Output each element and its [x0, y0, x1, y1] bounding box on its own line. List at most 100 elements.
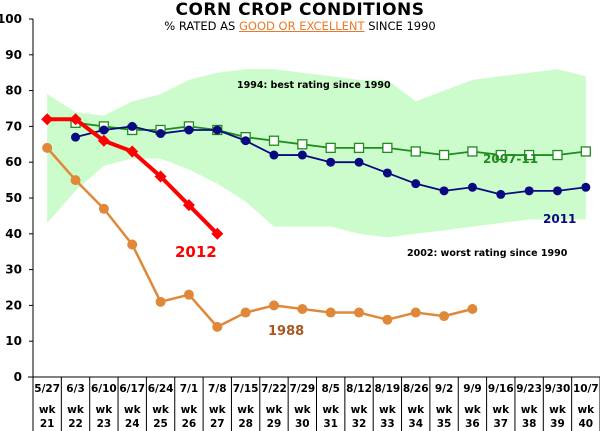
x-category-week-num: 26 — [182, 418, 197, 430]
x-category-week-num: 39 — [550, 418, 565, 430]
x-category-date: 7/8 — [208, 383, 226, 395]
x-category-week: wk — [351, 404, 369, 416]
x-category-week: wk — [294, 404, 312, 416]
y-tick-label: 10 — [5, 334, 22, 348]
data-point-1988 — [410, 307, 421, 318]
x-category-week: wk — [407, 404, 425, 416]
x-category-date: 5/27 — [34, 383, 60, 395]
x-category-date: 8/19 — [374, 383, 400, 395]
band-upper-annotation: 1994: best rating since 1990 — [237, 80, 391, 91]
data-point-2007-11 — [325, 142, 336, 154]
data-point-2011 — [439, 186, 449, 196]
series-2012 — [41, 113, 224, 240]
data-point-1988 — [98, 203, 109, 214]
data-point-2012 — [211, 227, 224, 240]
x-category-week: wk — [96, 404, 114, 416]
x-category-date: 6/3 — [66, 383, 84, 395]
x-category-week-num: 37 — [493, 418, 508, 430]
data-point-1988 — [325, 307, 336, 318]
x-category-week-num: 23 — [97, 418, 112, 430]
x-category-week-num: 40 — [579, 418, 594, 430]
data-point-2011 — [241, 136, 251, 146]
data-point-2011 — [524, 186, 534, 196]
data-point-2007-11 — [382, 142, 393, 154]
x-category-week: wk — [181, 404, 199, 416]
series-label-1988: 1988 — [268, 324, 304, 339]
x-category-date: 9/23 — [516, 383, 542, 395]
subtitle-prefix: % RATED AS — [164, 19, 239, 33]
data-point-2007-11 — [467, 146, 478, 157]
x-category-date: 8/12 — [346, 383, 372, 395]
data-point-2012 — [126, 145, 139, 158]
data-point-2011 — [496, 189, 506, 199]
x-category-week-num: 28 — [238, 418, 253, 430]
x-category-date: 6/17 — [119, 383, 145, 395]
x-category-week-num: 34 — [408, 418, 423, 430]
y-tick-label: 80 — [5, 84, 22, 98]
y-tick-label: 70 — [5, 119, 22, 133]
x-category-date: 7/29 — [289, 383, 315, 395]
x-category-week: wk — [521, 404, 539, 416]
data-point-2011 — [326, 157, 336, 167]
x-category-week-num: 31 — [323, 418, 338, 430]
data-point-1988 — [127, 239, 138, 250]
series-label-2007-11: 2007-11 — [483, 152, 538, 166]
subtitle-suffix: SINCE 1990 — [364, 19, 436, 33]
label-layer: 1994: best rating since 1990 2002: worst … — [175, 80, 576, 339]
series-line-1988 — [46, 147, 473, 329]
x-category-week-num: 22 — [68, 418, 83, 430]
data-point-2011 — [552, 186, 562, 196]
x-category-week-num: 24 — [125, 418, 140, 430]
data-point-2007-11 — [438, 149, 450, 161]
y-tick-label: 60 — [5, 155, 22, 169]
x-category-week: wk — [266, 404, 284, 416]
y-tick-label: 40 — [5, 227, 22, 241]
chart-subtitle: % RATED AS GOOD OR EXCELLENT SINCE 1990 — [0, 19, 600, 33]
series-2011 — [71, 121, 591, 199]
x-category-week: wk — [152, 404, 170, 416]
data-point-2012 — [97, 134, 110, 147]
band-lower-annotation: 2002: worst rating since 1990 — [407, 248, 568, 259]
data-point-2007-11 — [410, 146, 421, 157]
x-category-week-num: 32 — [352, 418, 367, 430]
x-category-date: 6/10 — [91, 383, 117, 395]
y-tick-label: 20 — [5, 298, 22, 312]
x-category-week: wk — [464, 404, 482, 416]
x-category-week: wk — [209, 404, 227, 416]
y-tick-label: 90 — [5, 48, 22, 62]
data-point-2012 — [154, 170, 167, 183]
series-1988 — [42, 142, 478, 332]
data-point-2012 — [182, 199, 195, 212]
y-tick-label: 30 — [5, 263, 22, 277]
range-band — [47, 69, 586, 238]
x-category-date: 8/26 — [403, 383, 429, 395]
x-category-week-num: 27 — [210, 418, 225, 430]
x-category-week-num: 36 — [465, 418, 480, 430]
data-point-2011 — [156, 129, 166, 139]
x-category-date: 9/30 — [545, 383, 571, 395]
data-point-2007-11 — [268, 135, 280, 146]
series-label-2011: 2011 — [543, 212, 576, 226]
x-category-week-num: 30 — [295, 418, 310, 430]
x-category-week: wk — [436, 404, 454, 416]
x-category-week: wk — [67, 404, 85, 416]
x-category-week: wk — [237, 404, 255, 416]
data-point-2011 — [269, 150, 279, 160]
x-category-week-num: 33 — [380, 418, 395, 430]
x-category-date: 10/7 — [573, 383, 599, 395]
y-tick-label: 0 — [14, 370, 22, 384]
x-category-week: wk — [492, 404, 510, 416]
chart-title: CORN CROP CONDITIONS — [175, 0, 425, 20]
x-category-week: wk — [379, 404, 397, 416]
data-point-2011 — [212, 125, 222, 135]
data-point-1988 — [70, 175, 81, 186]
data-point-2011 — [411, 179, 421, 189]
x-category-date: 9/9 — [463, 383, 481, 395]
data-point-1988 — [439, 311, 450, 322]
data-point-1988 — [183, 289, 194, 300]
y-tick-label: 50 — [5, 191, 22, 205]
data-point-2012 — [69, 113, 82, 126]
data-point-1988 — [212, 321, 223, 332]
data-point-2011 — [354, 157, 364, 167]
